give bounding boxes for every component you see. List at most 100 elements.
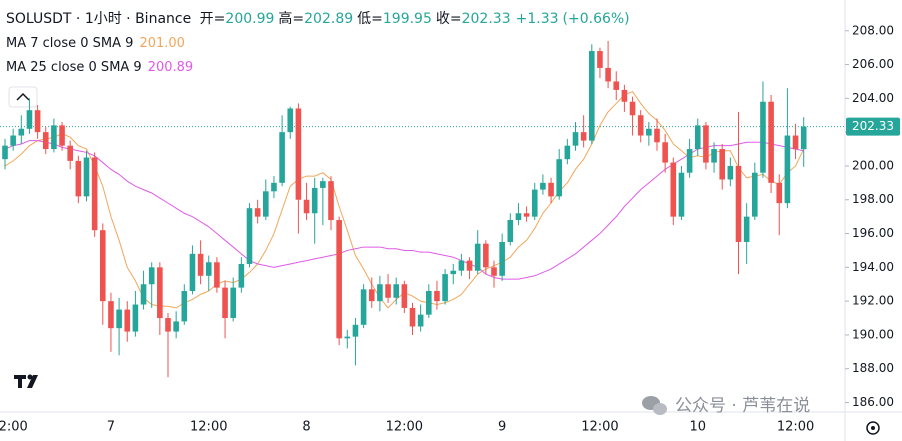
ohlc-label: 低= <box>357 11 383 27</box>
candle-body <box>760 101 766 173</box>
candle <box>727 157 734 187</box>
candle <box>10 128 16 151</box>
last-price-label: 202.33 <box>852 119 894 133</box>
candle <box>311 177 318 244</box>
candle-body <box>165 318 171 332</box>
candle-body <box>140 284 147 305</box>
candle-body <box>531 189 538 217</box>
candle <box>303 182 310 221</box>
candle-body <box>613 81 620 90</box>
candle <box>91 152 98 237</box>
candle <box>344 329 351 349</box>
candle-body <box>320 181 326 188</box>
candle <box>157 262 163 335</box>
y-tick-label: 206.00 <box>852 57 894 71</box>
candle-body <box>686 149 693 173</box>
candle <box>67 140 73 170</box>
candle-body <box>83 157 90 197</box>
candle-body <box>678 172 685 217</box>
symbol: SOLUSDT · 1小时 · Binance <box>6 11 192 27</box>
candle <box>205 255 212 292</box>
candle <box>800 117 807 167</box>
candle <box>499 233 505 281</box>
candle-body <box>2 145 8 160</box>
candle <box>34 105 41 139</box>
candle <box>768 94 774 193</box>
y-tick-label: 208.00 <box>852 23 894 37</box>
candle-body <box>51 125 57 150</box>
candle-body <box>401 284 408 308</box>
candle <box>189 245 196 295</box>
x-tick-label: 9 <box>498 420 506 435</box>
tv-logo <box>14 374 38 388</box>
candle-body <box>246 208 253 264</box>
candle-body <box>377 284 383 302</box>
candle <box>686 138 693 178</box>
candle-body <box>605 67 611 82</box>
candle <box>662 133 668 173</box>
candle-body <box>474 243 481 271</box>
candle <box>230 277 236 322</box>
x-tick-label: 2:00 <box>0 420 28 435</box>
candle-body <box>458 260 465 271</box>
candle-body <box>271 182 277 192</box>
candle <box>181 284 188 325</box>
x-tick-label: 10 <box>689 420 706 435</box>
candle-body <box>214 262 220 288</box>
candle-body <box>393 284 399 298</box>
candle-body <box>564 145 571 160</box>
candle <box>458 253 465 276</box>
candle-body <box>654 128 660 143</box>
candle <box>26 98 33 134</box>
candle <box>108 292 114 352</box>
candle <box>320 177 326 226</box>
candle-body <box>752 172 758 217</box>
candle-body <box>442 274 448 302</box>
candle-body <box>238 263 245 288</box>
candle-body <box>792 135 799 150</box>
ma-row: MA 25 close 0 SMA 9 200.89 <box>6 60 193 84</box>
x-tick-label: 8 <box>302 420 310 435</box>
ohlc: 开=200.99 高=202.89 低=199.95 收=202.33 +1.33 (+0… <box>196 11 630 27</box>
candle <box>784 88 791 209</box>
candle-body <box>434 291 440 302</box>
candle <box>572 122 579 151</box>
candle <box>711 142 717 173</box>
candle-body <box>637 115 644 136</box>
candle-body <box>768 101 774 183</box>
candle <box>523 206 530 222</box>
candle-body <box>719 149 725 180</box>
candle-body <box>597 51 603 68</box>
candle-body <box>580 132 587 141</box>
candle-body <box>189 253 196 292</box>
candle-body <box>328 181 334 221</box>
candle <box>621 84 628 112</box>
ohlc-value: 200.99 <box>225 11 275 27</box>
candle <box>743 203 750 264</box>
candle <box>735 111 742 275</box>
candle <box>246 203 253 268</box>
candle-body <box>670 162 677 217</box>
candle <box>352 318 359 366</box>
candle-body <box>409 307 416 327</box>
candle <box>629 96 636 136</box>
candle <box>238 257 245 293</box>
candle-body <box>344 336 351 339</box>
candle-body <box>34 110 41 133</box>
x-tick-label: 12:00 <box>190 420 227 435</box>
candle <box>483 240 489 275</box>
legend-name: MA 25 close 0 SMA 9 <box>6 60 142 75</box>
scroll-button[interactable] <box>8 86 38 108</box>
candle-body <box>450 270 457 275</box>
candle <box>42 127 49 155</box>
candle <box>442 269 448 305</box>
settings-icon[interactable] <box>866 421 880 435</box>
candle-body <box>197 253 204 276</box>
candle <box>116 297 122 356</box>
candle <box>271 176 277 199</box>
candle <box>59 122 65 151</box>
ohlc-value: 202.89 <box>304 11 354 27</box>
candle <box>124 301 131 342</box>
candle <box>670 157 677 226</box>
